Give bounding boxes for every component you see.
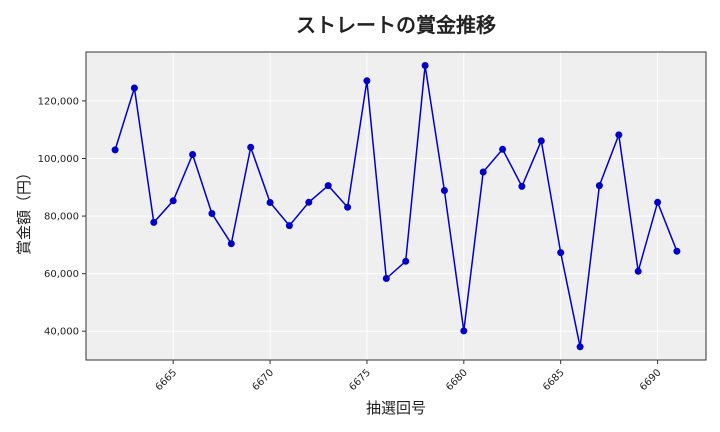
x-tick-label: 6670 bbox=[250, 367, 276, 393]
data-point bbox=[305, 198, 313, 206]
plot-frame bbox=[85, 51, 707, 361]
data-point bbox=[460, 327, 468, 335]
data-point bbox=[130, 84, 138, 92]
grid-lines bbox=[86, 52, 706, 360]
data-point bbox=[518, 182, 526, 190]
data-point bbox=[227, 240, 235, 248]
data-point bbox=[615, 131, 623, 139]
y-tick-label: 120,000 bbox=[38, 96, 79, 107]
data-point bbox=[634, 267, 642, 275]
data-point bbox=[247, 143, 255, 151]
data-point bbox=[595, 182, 603, 190]
data-point bbox=[324, 182, 332, 190]
x-axis-ticks: 6665 6670 6675 6680 6685 6690 bbox=[154, 360, 664, 393]
y-tick-label: 60,000 bbox=[44, 269, 79, 280]
y-axis-label: 賞金額（円） bbox=[15, 165, 33, 255]
data-point bbox=[537, 137, 545, 145]
data-point bbox=[111, 146, 119, 154]
data-point bbox=[499, 145, 507, 153]
y-axis-ticks: 40,000 60,000 80,000 100,000 120,000 bbox=[38, 96, 86, 338]
data-point bbox=[189, 151, 197, 158]
y-tick-label: 80,000 bbox=[44, 212, 79, 223]
data-point bbox=[673, 247, 681, 255]
data-point bbox=[169, 197, 177, 205]
x-tick-label: 6680 bbox=[444, 367, 470, 393]
data-point bbox=[479, 168, 487, 176]
data-point bbox=[402, 257, 410, 265]
y-tick-label: 40,000 bbox=[44, 327, 79, 338]
y-tick-label: 100,000 bbox=[38, 154, 79, 165]
chart-title: ストレートの賞金推移 bbox=[296, 13, 496, 37]
data-point bbox=[208, 210, 216, 217]
data-points bbox=[111, 62, 681, 351]
x-tick-label: 6665 bbox=[154, 367, 180, 393]
data-point bbox=[576, 343, 584, 351]
x-tick-label: 6675 bbox=[347, 367, 373, 393]
data-point bbox=[363, 77, 371, 85]
x-tick-label: 6690 bbox=[638, 367, 664, 393]
data-point bbox=[421, 62, 429, 69]
data-point bbox=[440, 187, 448, 194]
data-point bbox=[344, 203, 352, 211]
data-point bbox=[150, 218, 158, 226]
data-point bbox=[654, 198, 662, 206]
plot-area bbox=[86, 52, 706, 360]
x-axis-label: 抽選回号 bbox=[366, 399, 426, 417]
data-point bbox=[557, 249, 565, 257]
x-tick-label: 6685 bbox=[541, 367, 567, 393]
data-point bbox=[266, 199, 274, 206]
series-line bbox=[114, 65, 678, 347]
data-point bbox=[382, 275, 390, 282]
data-point bbox=[285, 222, 293, 230]
